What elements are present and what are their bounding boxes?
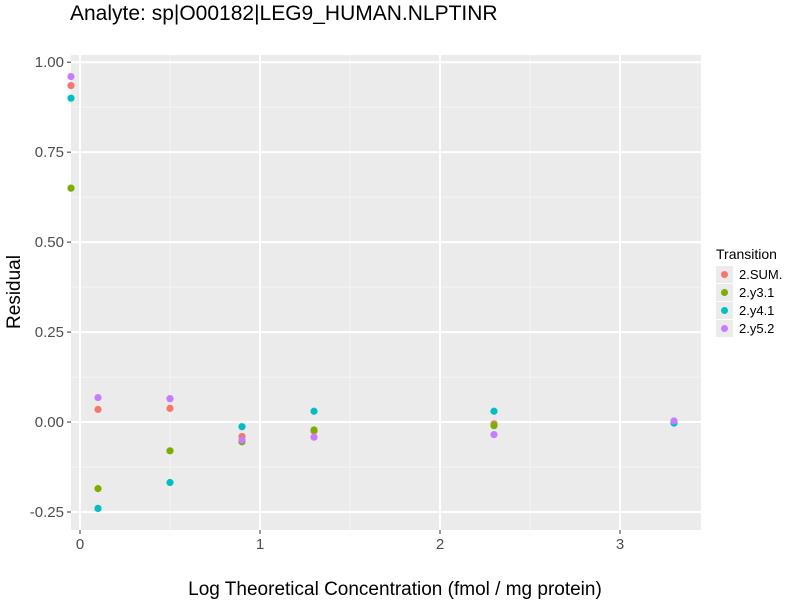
x-tick-label: 0 (76, 536, 84, 553)
legend: Transition 2.SUM. 2.y3.1 2.y4.1 2.y5.2 (716, 246, 796, 337)
y-tick-label: 0.50 (35, 234, 64, 251)
data-point-2-y4-1 (238, 423, 246, 431)
data-point-2-SUM (94, 405, 102, 414)
legend-marker (721, 288, 728, 296)
data-point-2-y5-2 (238, 436, 246, 444)
legend-key (716, 283, 733, 301)
legend-label: 2.y4.1 (739, 302, 775, 318)
y-tick-label: 1.00 (35, 54, 64, 71)
data-point-2-y5-2 (94, 393, 102, 402)
legend-item: 2.y4.1 (716, 301, 796, 319)
legend-label: 2.y5.2 (739, 320, 775, 336)
y-tick-label: 0.00 (35, 414, 64, 431)
x-tick-label: 1 (256, 536, 264, 553)
data-point-2-y4-1 (490, 407, 498, 415)
y-tick-label: 0.75 (35, 144, 64, 161)
data-point-2-y5-2 (67, 72, 75, 81)
y-axis-label: Residual (4, 255, 25, 329)
x-tick-label: 3 (616, 536, 624, 553)
data-point-2-y3-1 (310, 426, 318, 434)
data-point-2-y5-2 (310, 433, 318, 441)
legend-marker (721, 324, 728, 332)
y-tick-label: 0.25 (35, 324, 64, 341)
legend-marker (721, 306, 728, 314)
x-axis-label: Log Theoretical Concentration (fmol / mg… (188, 579, 602, 600)
x-tick-label: 2 (436, 536, 444, 553)
data-point-2-SUM (67, 81, 75, 90)
legend-title: Transition (716, 246, 777, 262)
data-point-2-y4-1 (94, 504, 102, 513)
legend-items: 2.SUM. 2.y3.1 2.y4.1 2.y5.2 (716, 265, 796, 337)
data-point-2-y4-1 (310, 407, 318, 415)
legend-key (716, 319, 733, 337)
data-point-2-y5-2 (490, 431, 498, 439)
data-point-2-y4-1 (67, 94, 75, 102)
legend-item: 2.y5.2 (716, 319, 796, 337)
data-point-2-SUM (166, 404, 174, 412)
data-point-2-y3-1 (166, 447, 174, 455)
data-point-2-y4-1 (166, 478, 174, 487)
chart-title: Analyte: sp|O00182|LEG9_HUMAN.NLPTINR (70, 2, 498, 25)
data-point-2-y3-1 (67, 184, 75, 192)
legend-marker (721, 270, 728, 278)
legend-label: 2.y3.1 (739, 284, 775, 300)
plot-panel (71, 55, 701, 530)
data-point-2-y5-2 (670, 417, 678, 425)
data-point-2-y5-2 (166, 395, 174, 403)
data-point-2-y3-1 (490, 422, 498, 430)
y-tick-label: -0.25 (30, 504, 64, 521)
grid-lines (71, 55, 701, 530)
data-points (67, 72, 678, 513)
legend-item: 2.SUM. (716, 265, 796, 283)
legend-key (716, 301, 733, 319)
legend-label: 2.SUM. (739, 266, 783, 282)
legend-key (716, 265, 733, 283)
axes: 0 1 2 3 -0.25 0.00 0.25 0.50 0.75 1.00 (30, 54, 624, 553)
data-point-2-y3-1 (94, 485, 102, 493)
legend-item: 2.y3.1 (716, 283, 796, 301)
